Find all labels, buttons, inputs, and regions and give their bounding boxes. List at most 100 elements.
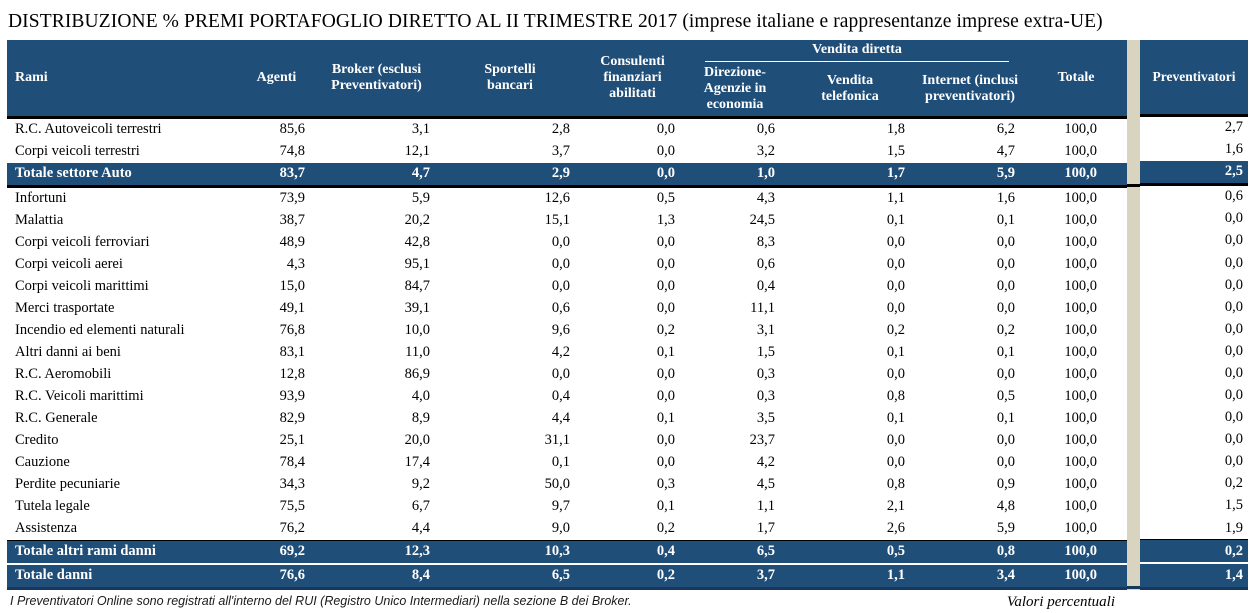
value-cell: 0,1 — [996, 410, 1016, 426]
value-cell: 4,4 — [551, 410, 570, 426]
row-label: Merci trasportate — [15, 300, 115, 316]
value-cell: 100,0 — [1064, 520, 1098, 536]
value-cell: 100,0 — [1025, 162, 1128, 188]
value-cell: 0,0 — [656, 454, 675, 470]
value-cell: 0,5 — [996, 388, 1016, 404]
table-row: R.C. Aeromobili 12,8 86,9 0,0 0,0 0,3 0,0 0,0 10… — [7, 364, 1127, 386]
table-row: Credito 25,1 20,0 31,1 0,0 23,7 0,0 0,0 100,0 — [7, 430, 1127, 452]
row-label: Assistenza — [15, 520, 78, 536]
value-cell: 0,0 — [656, 143, 675, 159]
value-cell: 3,1 — [756, 322, 775, 338]
value-cell: 1,1 — [756, 498, 775, 514]
value-cell: 0,0 — [656, 121, 675, 137]
value-cell: 38,7 — [279, 212, 305, 228]
row-label: Malattia — [15, 212, 64, 228]
value-cell: 100,0 — [1064, 143, 1098, 159]
units-note: Valori percentuali — [1006, 593, 1115, 610]
value-cell: 4,3 — [756, 190, 775, 206]
value-cell: 5,9 — [411, 190, 430, 206]
row-label: Corpi veicoli marittimi — [15, 278, 149, 294]
column-header-direzione: Direzione-Agenzie in economia — [685, 62, 785, 119]
value-cell: 100,0 — [1064, 322, 1098, 338]
value-cell: 100,0 — [1025, 539, 1128, 565]
column-header-sportelli: Sportelli bancari — [440, 40, 580, 119]
row-label: Perdite pecuniarie — [15, 476, 121, 492]
table-area: Rami Agenti Broker (esclusi Preventivato… — [0, 40, 1253, 590]
value-cell: 0,4 — [756, 278, 775, 294]
value-cell: 0,9 — [996, 476, 1016, 492]
table-row: Cauzione 78,4 17,4 0,1 0,0 4,2 0,0 0,0 100,0 — [7, 452, 1127, 474]
row-label: R.C. Generale — [15, 410, 98, 426]
preventivatori-value-cell: 0,2 — [1140, 539, 1249, 565]
value-cell: 100,0 — [1064, 121, 1098, 137]
value-cell: 0,0 — [656, 234, 675, 250]
value-cell: 100,0 — [1064, 344, 1098, 360]
table-row: Incendio ed elementi naturali 76,8 10,0 9,6… — [7, 320, 1127, 342]
value-cell: 0,6 — [756, 256, 775, 272]
preventivatori-value-cell: 0,0 — [1224, 320, 1244, 337]
preventivatori-value-cell: 1,4 — [1140, 563, 1249, 588]
preventivatori-value-cell: 0,0 — [1224, 431, 1244, 448]
preventivatori-row: 0,0 — [1140, 451, 1248, 473]
value-cell: 1,3 — [656, 212, 675, 228]
value-cell: 0,0 — [656, 278, 675, 294]
value-cell: 2,9 — [440, 162, 580, 188]
value-cell: 0,2 — [886, 322, 905, 338]
row-label: Credito — [15, 432, 59, 448]
row-label: Totale altri rami danni — [7, 539, 240, 565]
value-cell: 0,0 — [656, 300, 675, 316]
table-row: Infortuni 73,9 5,9 12,6 0,5 4,3 1,1 1,6 100,0 — [7, 186, 1127, 210]
value-cell: 4,0 — [411, 388, 430, 404]
value-cell: 3,5 — [756, 410, 775, 426]
value-cell: 0,1 — [996, 344, 1016, 360]
table-row: Malattia 38,7 20,2 15,1 1,3 24,5 0,1 0,1 100,0 — [7, 210, 1127, 232]
value-cell: 3,7 — [685, 563, 785, 588]
value-cell: 100,0 — [1064, 212, 1098, 228]
table-header: Rami Agenti Broker (esclusi Preventivato… — [7, 40, 1128, 119]
row-label: Incendio ed elementi naturali — [15, 322, 185, 338]
value-cell: 4,5 — [756, 476, 775, 492]
row-label: Infortuni — [15, 190, 67, 206]
value-cell: 100,0 — [1064, 454, 1098, 470]
value-cell: 0,0 — [996, 278, 1016, 294]
preventivatori-value-cell: 0,0 — [1224, 409, 1244, 426]
value-cell: 4,4 — [411, 520, 430, 536]
row-label: R.C. Aeromobili — [15, 366, 112, 382]
preventivatori-value-cell: 0,0 — [1224, 210, 1244, 227]
value-cell: 0,0 — [886, 454, 905, 470]
value-cell: 82,9 — [279, 410, 305, 426]
value-cell: 0,0 — [656, 388, 675, 404]
value-cell: 86,9 — [404, 366, 430, 382]
value-cell: 0,8 — [886, 388, 905, 404]
value-cell: 100,0 — [1064, 476, 1098, 492]
preventivatori-row: 0,0 — [1140, 362, 1248, 384]
preventivatori-row: 0,0 — [1140, 340, 1248, 362]
preventivatori-row: 1,6 — [1140, 139, 1248, 161]
value-cell: 0,2 — [656, 322, 675, 338]
value-cell: 39,1 — [404, 300, 430, 316]
column-group-vendita-diretta: Vendita diretta — [685, 40, 1026, 62]
column-header-rami: Rami — [7, 40, 240, 119]
value-cell: 1,8 — [886, 121, 905, 137]
preventivatori-header: Preventivatori — [1140, 40, 1249, 117]
value-cell: 12,6 — [544, 190, 570, 206]
value-cell: 73,9 — [279, 190, 305, 206]
preventivatori-row: 2,5 — [1140, 160, 1249, 186]
value-cell: 6,5 — [685, 539, 785, 565]
value-cell: 0,1 — [551, 454, 570, 470]
value-cell: 4,2 — [756, 454, 775, 470]
table-row: Altri danni ai beni 83,1 11,0 4,2 0,1 1,5 0,1 0… — [7, 342, 1127, 364]
value-cell: 100,0 — [1064, 432, 1098, 448]
value-cell: 12,8 — [279, 366, 305, 382]
table-row: R.C. Generale 82,9 8,9 4,4 0,1 3,5 0,1 0,1 100,0 — [7, 408, 1127, 430]
preventivatori-row: 0,6 — [1140, 184, 1248, 208]
row-label: Altri danni ai beni — [15, 344, 121, 360]
value-cell: 9,0 — [551, 520, 570, 536]
value-cell: 0,0 — [551, 278, 570, 294]
footnote: I Preventivatori Online sono registrati … — [10, 593, 632, 608]
preventivatori-value-cell: 0,0 — [1224, 254, 1244, 271]
value-cell: 100,0 — [1064, 256, 1098, 272]
value-cell: 1,5 — [886, 143, 905, 159]
row-label: Totale settore Auto — [7, 162, 240, 188]
